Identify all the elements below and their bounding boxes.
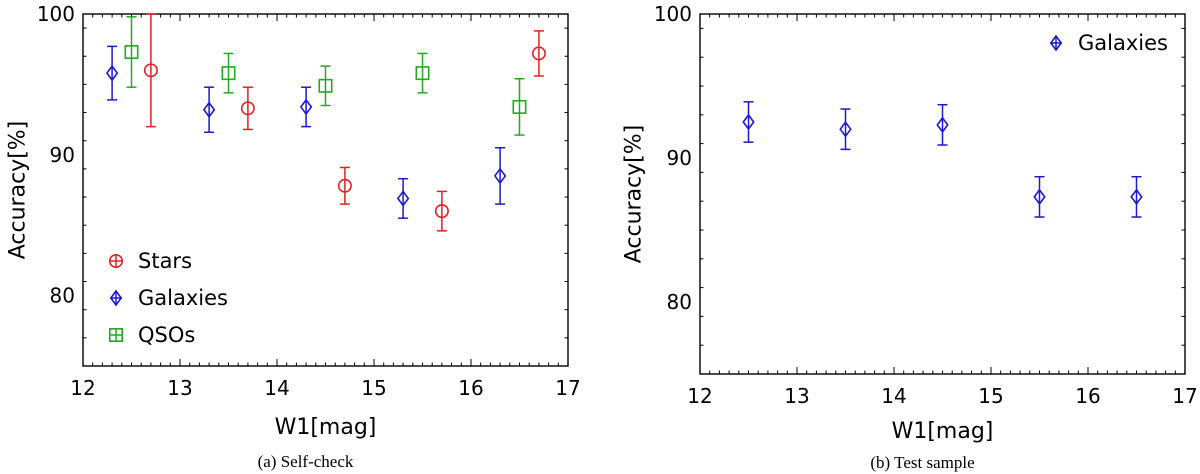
data-point-diamond xyxy=(105,64,119,82)
data-point-circle xyxy=(434,204,449,219)
legend-marker xyxy=(109,327,124,342)
y-tick-label: 90 xyxy=(50,143,75,167)
x-axis-label: W1[mag] xyxy=(275,415,377,440)
data-point-circle xyxy=(143,63,158,78)
x-tick-label: 13 xyxy=(167,376,192,400)
legend-label: Stars xyxy=(138,249,192,273)
x-axis-label: W1[mag] xyxy=(892,419,994,444)
data-point-diamond xyxy=(493,167,507,185)
legend-label: Galaxies xyxy=(1078,31,1168,55)
legend-item: Galaxies xyxy=(109,286,228,310)
figure-caption: (a) Self-check xyxy=(258,452,354,471)
data-point-diamond xyxy=(1130,188,1143,206)
data-point-diamond xyxy=(1033,188,1046,206)
x-tick-label: 17 xyxy=(555,376,580,400)
x-tick-label: 15 xyxy=(361,376,386,400)
y-tick-label: 100 xyxy=(37,2,75,26)
series-stars xyxy=(143,13,546,232)
data-point-diamond xyxy=(202,101,216,119)
data-point-square xyxy=(124,45,139,60)
x-tick-label: 17 xyxy=(1172,384,1197,408)
x-tick-label: 13 xyxy=(784,384,809,408)
legend-item: QSOs xyxy=(109,323,195,347)
y-tick-label: 80 xyxy=(667,290,692,314)
data-point-circle xyxy=(337,178,352,193)
legend-marker xyxy=(109,254,124,269)
data-point-square xyxy=(221,66,236,81)
data-point-circle xyxy=(240,101,255,116)
legend-marker xyxy=(109,289,123,307)
x-tick-label: 15 xyxy=(978,384,1003,408)
legend-marker xyxy=(1049,34,1063,52)
y-tick-label: 100 xyxy=(654,2,692,26)
legend-label: QSOs xyxy=(138,323,195,347)
series-qsos xyxy=(124,16,527,136)
x-tick-label: 14 xyxy=(264,376,289,400)
data-point-square xyxy=(415,66,430,81)
x-tick-label: 12 xyxy=(70,376,95,400)
y-axis-label: Accuracy[%] xyxy=(622,125,647,264)
x-tick-label: 12 xyxy=(687,384,712,408)
series-galaxies xyxy=(105,45,507,219)
data-point-diamond xyxy=(839,120,852,138)
figure-caption: (b) Test sample xyxy=(870,453,974,472)
x-tick-label: 14 xyxy=(881,384,906,408)
panel-test-sample: 12 13 14 15 16 17 80 90 100 W1[mag] Accuracy[%] (b)… xyxy=(622,2,1198,472)
data-point-diamond xyxy=(396,190,410,207)
data-point-diamond xyxy=(742,113,755,131)
data-point-circle xyxy=(531,46,546,61)
panel-self-check: 12 13 14 15 16 17 80 90 100 W1[mag] Accuracy[%] (a)… xyxy=(6,2,581,471)
data-point-square xyxy=(318,78,333,93)
data-point-diamond xyxy=(299,98,313,116)
legend-item: Galaxies xyxy=(1049,31,1168,55)
data-point-diamond xyxy=(936,116,949,134)
x-tick-label: 16 xyxy=(458,376,483,400)
data-point-square xyxy=(512,99,527,114)
legend-label: Galaxies xyxy=(138,286,228,310)
plot-frame xyxy=(699,13,1186,375)
legend-item: Stars xyxy=(109,249,192,273)
x-tick-label: 16 xyxy=(1075,384,1100,408)
series-galaxies xyxy=(742,101,1143,218)
y-tick-label: 90 xyxy=(667,146,692,170)
y-tick-label: 80 xyxy=(50,284,75,308)
y-axis-label: Accuracy[%] xyxy=(6,121,31,260)
